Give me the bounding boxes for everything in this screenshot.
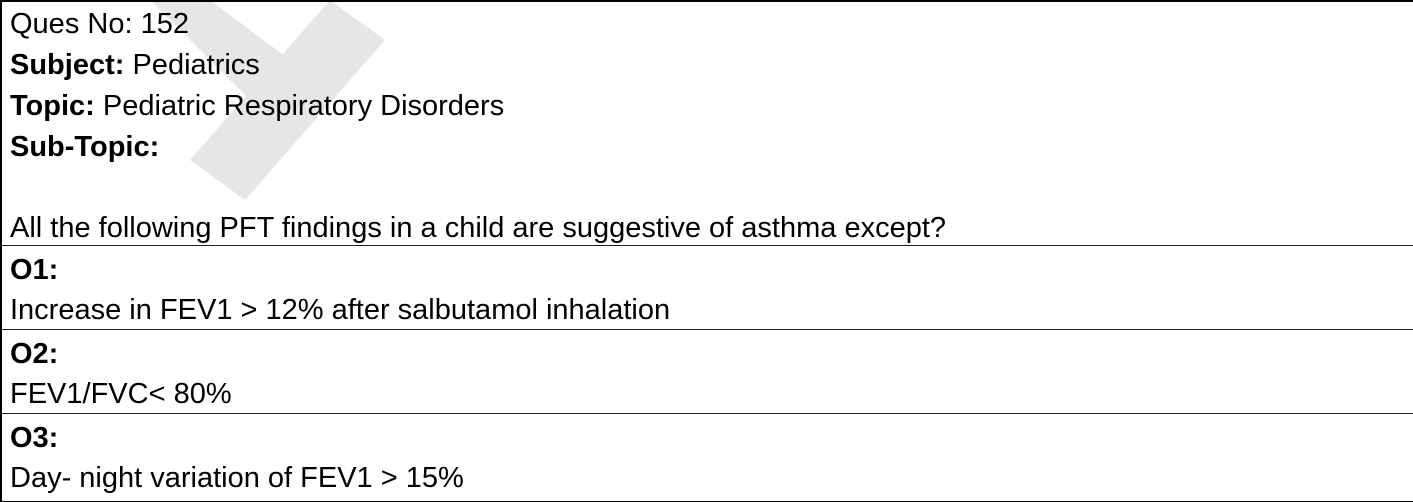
question-stem: All the following PFT findings in a chil…	[10, 212, 947, 244]
option-text-1: Increase in FEV1 > 12% after salbutamol …	[10, 294, 671, 326]
ques-no-value: 152	[140, 8, 189, 40]
topic-value: Pediatric Respiratory Disorders	[102, 90, 505, 122]
ques-no-label: Ques No:	[10, 8, 133, 40]
option-text-2: FEV1/FVC< 80%	[10, 378, 232, 410]
option-label-3: O3:	[10, 422, 59, 454]
subtopic-label: Sub-Topic:	[10, 131, 160, 163]
option-cell-1: O1: Increase in FEV1 > 12% after salbuta…	[2, 248, 1413, 330]
option-label-1: O1:	[10, 254, 59, 286]
topic-label: Topic:	[10, 90, 95, 122]
subject-line: Subject: Pediatrics	[10, 45, 260, 85]
subtopic-line: Sub-Topic:	[10, 127, 159, 167]
subject-value: Pediatrics	[132, 49, 260, 81]
option-label-2: O2:	[10, 338, 59, 370]
ques-no-line: Ques No: 152	[10, 4, 189, 44]
question-header-cell: Ques No: 152 Subject: Pediatrics Topic: …	[2, 2, 1413, 246]
option-cell-2: O2: FEV1/FVC< 80%	[2, 332, 1413, 414]
subject-label: Subject:	[10, 49, 125, 81]
option-text-3: Day- night variation of FEV1 > 15%	[10, 462, 464, 494]
option-cell-3: O3: Day- night variation of FEV1 > 15%	[2, 416, 1413, 501]
topic-line: Topic: Pediatric Respiratory Disorders	[10, 86, 504, 126]
